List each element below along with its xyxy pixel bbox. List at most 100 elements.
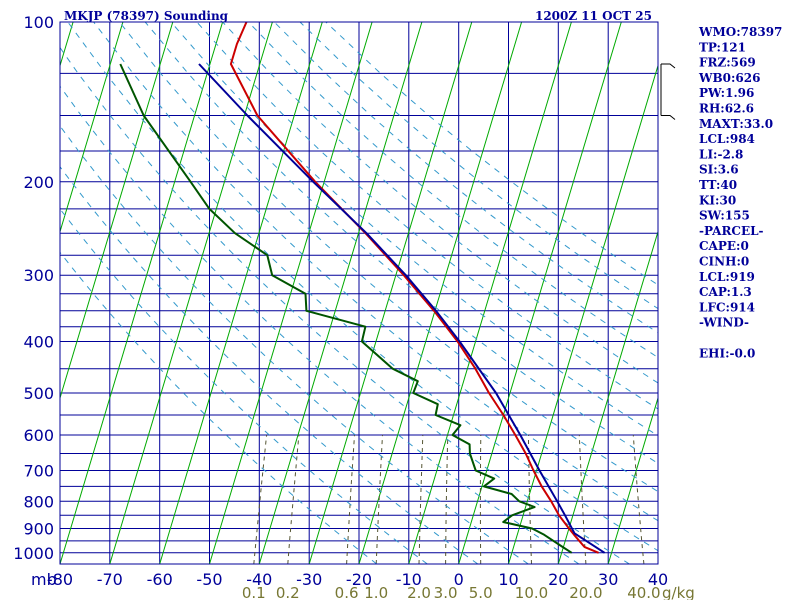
mixing-ratio-label: 5.0 [469,584,493,600]
index-line: WB0:626 [698,71,760,85]
index-line: LFC:914 [699,300,755,314]
temperature-tick-label: -70 [97,570,123,589]
isotherm-line [557,229,658,564]
wind-barb [661,63,676,69]
mixing-ratio-line [375,434,383,564]
pressure-tick-label: 900 [23,520,54,539]
dry-adiabat-line [196,22,658,410]
temperature-trace [229,22,599,554]
pressure-tick-label: 300 [23,266,54,285]
index-line: FRZ:569 [699,56,756,70]
temperature-tick-label: -60 [147,570,173,589]
mixing-ratio-label: 0.6 [335,584,359,600]
pressure-tick-label: 100 [23,13,54,32]
mixing-ratio-label: 10.0 [515,584,548,600]
dry-adiabat-line [60,208,428,564]
dry-adiabat-line [60,125,529,564]
wind-panel [660,63,676,120]
isotherm-line [60,22,174,400]
dry-adiabat-line [60,251,378,564]
dry-adiabat-line [60,85,580,564]
index-line: LCL:984 [699,132,755,146]
index-line: TP:121 [699,40,746,54]
trace-layer [119,22,606,554]
mixing-ratio-line [287,434,300,564]
isotherm-line [159,22,323,564]
mixing-ratio-unit-label: g/kg [662,584,695,600]
dry-adiabat-line [170,22,658,437]
temperature-tick-label: 20 [548,570,568,589]
isotherm-line [308,22,473,564]
index-line: MAXT:33.0 [699,117,773,131]
index-line: CAP:1.3 [699,285,752,299]
mixing-ratio-label: 3.0 [434,584,458,600]
index-line: LCL:919 [699,270,755,284]
pressure-unit-label: mb [31,570,57,589]
dry-adiabat-line [60,165,479,564]
mixing-ratio-label: 40.0 [627,584,660,600]
mixing-ratio-label: 20.0 [569,584,602,600]
isotherm-line [60,22,224,564]
dry-adiabat-line [60,46,630,564]
isotherm-line [209,22,373,564]
pressure-tick-label: 1000 [13,544,54,563]
pressure-tick-label: 700 [23,462,54,481]
index-line: PW:1.96 [699,86,754,100]
mixing-ratio-label: 0.1 [242,584,266,600]
dewpoint-trace [119,63,573,554]
temperature-tick-label: 30 [598,570,618,589]
index-line: RH:62.6 [699,102,754,116]
mixing-ratio-line [445,434,449,564]
isotherm-line [258,22,423,564]
mixing-ratio-label: 2.0 [407,584,431,600]
index-line: -PARCEL- [699,224,764,238]
isotherm-line [607,396,658,564]
mixing-ratio-line [578,434,587,564]
temperature-tick-label: -20 [346,570,372,589]
dry-adiabat-line [119,22,658,493]
parcel-trace [198,63,606,554]
pressure-tick-label: 600 [23,426,54,445]
index-line: SI:3.6 [699,163,739,177]
mixing-ratio-line [632,434,645,564]
isotherm-line [60,22,124,234]
mixing-ratio-line [346,434,355,564]
mixing-ratio-line [253,434,268,564]
pressure-tick-label: 500 [23,384,54,403]
isotherm-line [358,22,523,564]
index-line: SW:155 [699,209,750,223]
index-line: EHI:-0.0 [699,346,755,360]
temperature-tick-label: -80 [47,570,73,589]
index-line: CAPE:0 [699,239,749,253]
dry-adiabat-line [299,22,658,310]
temperature-tick-label: -30 [296,570,322,589]
wind-barb [661,115,676,120]
index-line: -WIND- [699,316,749,330]
pressure-tick-label: 400 [23,333,54,352]
dry-adiabat-line [325,22,658,286]
chart-title: MKJP (78397) Sounding [64,9,229,23]
temperature-tick-label: 0 [454,570,464,589]
index-line: KI:30 [699,193,736,207]
temperature-tick-label: -40 [246,570,272,589]
index-line: CINH:0 [699,255,749,269]
plot-frame [59,21,659,565]
isotherm-line [458,22,622,564]
mixing-ratio-line [418,434,424,564]
pressure-tick-label: 200 [23,173,54,192]
index-line: LI:-2.8 [699,147,743,161]
temperature-tick-label: 40 [648,570,668,589]
temperature-tick-label: -10 [396,570,422,589]
pressure-tick-label: 800 [23,492,54,511]
mixing-ratio-label: 1.0 [364,584,388,600]
temperature-tick-label: -50 [196,570,222,589]
index-line: TT:40 [699,178,737,192]
index-line: WMO:78397 [698,25,782,39]
chart-time: 1200Z 11 OCT 25 [535,9,652,23]
mixing-ratio-label: 0.2 [276,584,300,600]
temperature-tick-label: 10 [498,570,518,589]
